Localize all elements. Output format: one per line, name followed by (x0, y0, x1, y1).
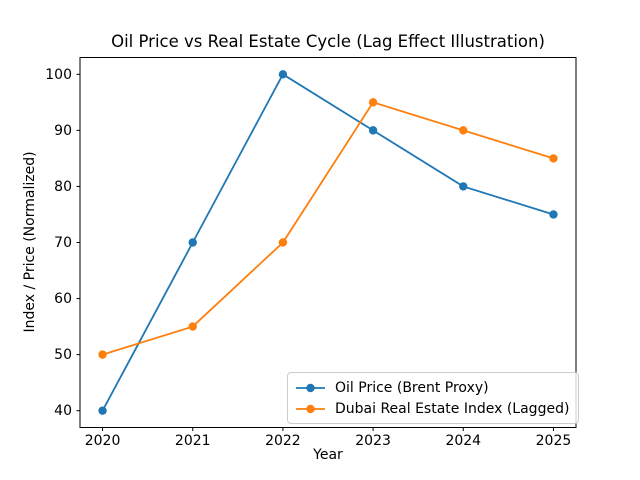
x-tick-label: 2021 (175, 433, 211, 449)
y-tick-label: 80 (54, 179, 72, 195)
series-1-marker (368, 98, 378, 107)
y-tick-label: 90 (54, 123, 72, 139)
series-1-marker (188, 322, 197, 331)
series-0-marker (188, 238, 197, 247)
y-tick-label: 60 (54, 291, 72, 307)
series-0-marker (459, 182, 468, 191)
x-tick-label: 2023 (355, 433, 391, 449)
chart-title: Oil Price vs Real Estate Cycle (Lag Effe… (111, 32, 545, 51)
legend-label: Dubai Real Estate Index (Lagged) (335, 400, 570, 417)
legend: Oil Price (Brent Proxy) Dubai Real Estat… (287, 372, 580, 424)
x-tick-label: 2020 (85, 433, 121, 449)
series-1-marker (549, 154, 558, 163)
x-tick-label: 2025 (536, 433, 572, 449)
series-0-marker (278, 70, 288, 79)
y-tick-label: 50 (54, 347, 72, 363)
legend-entry: Oil Price (Brent Proxy) (295, 377, 569, 398)
series-1-marker (98, 350, 107, 359)
x-axis-label: Year (313, 447, 343, 463)
y-tick-label: 40 (54, 403, 72, 419)
y-tick-label: 100 (45, 67, 72, 83)
series-line-1 (102, 101, 554, 356)
series-line-0 (101, 73, 554, 412)
series-1-marker (278, 238, 288, 247)
legend-label: Oil Price (Brent Proxy) (335, 379, 489, 396)
series-1-marker (459, 126, 468, 135)
legend-line-marker-icon (295, 382, 326, 394)
y-axis-label: Index / Price (Normalized) (22, 151, 38, 333)
series-0-marker (368, 126, 378, 135)
series-0-marker (98, 406, 107, 415)
y-tick-label: 70 (54, 235, 72, 251)
x-tick-label: 2024 (445, 433, 481, 449)
x-tick-label: 2022 (265, 433, 301, 449)
series-0-marker (549, 210, 558, 219)
legend-entry: Dubai Real Estate Index (Lagged) (295, 398, 569, 419)
legend-line-marker-icon (295, 403, 326, 415)
